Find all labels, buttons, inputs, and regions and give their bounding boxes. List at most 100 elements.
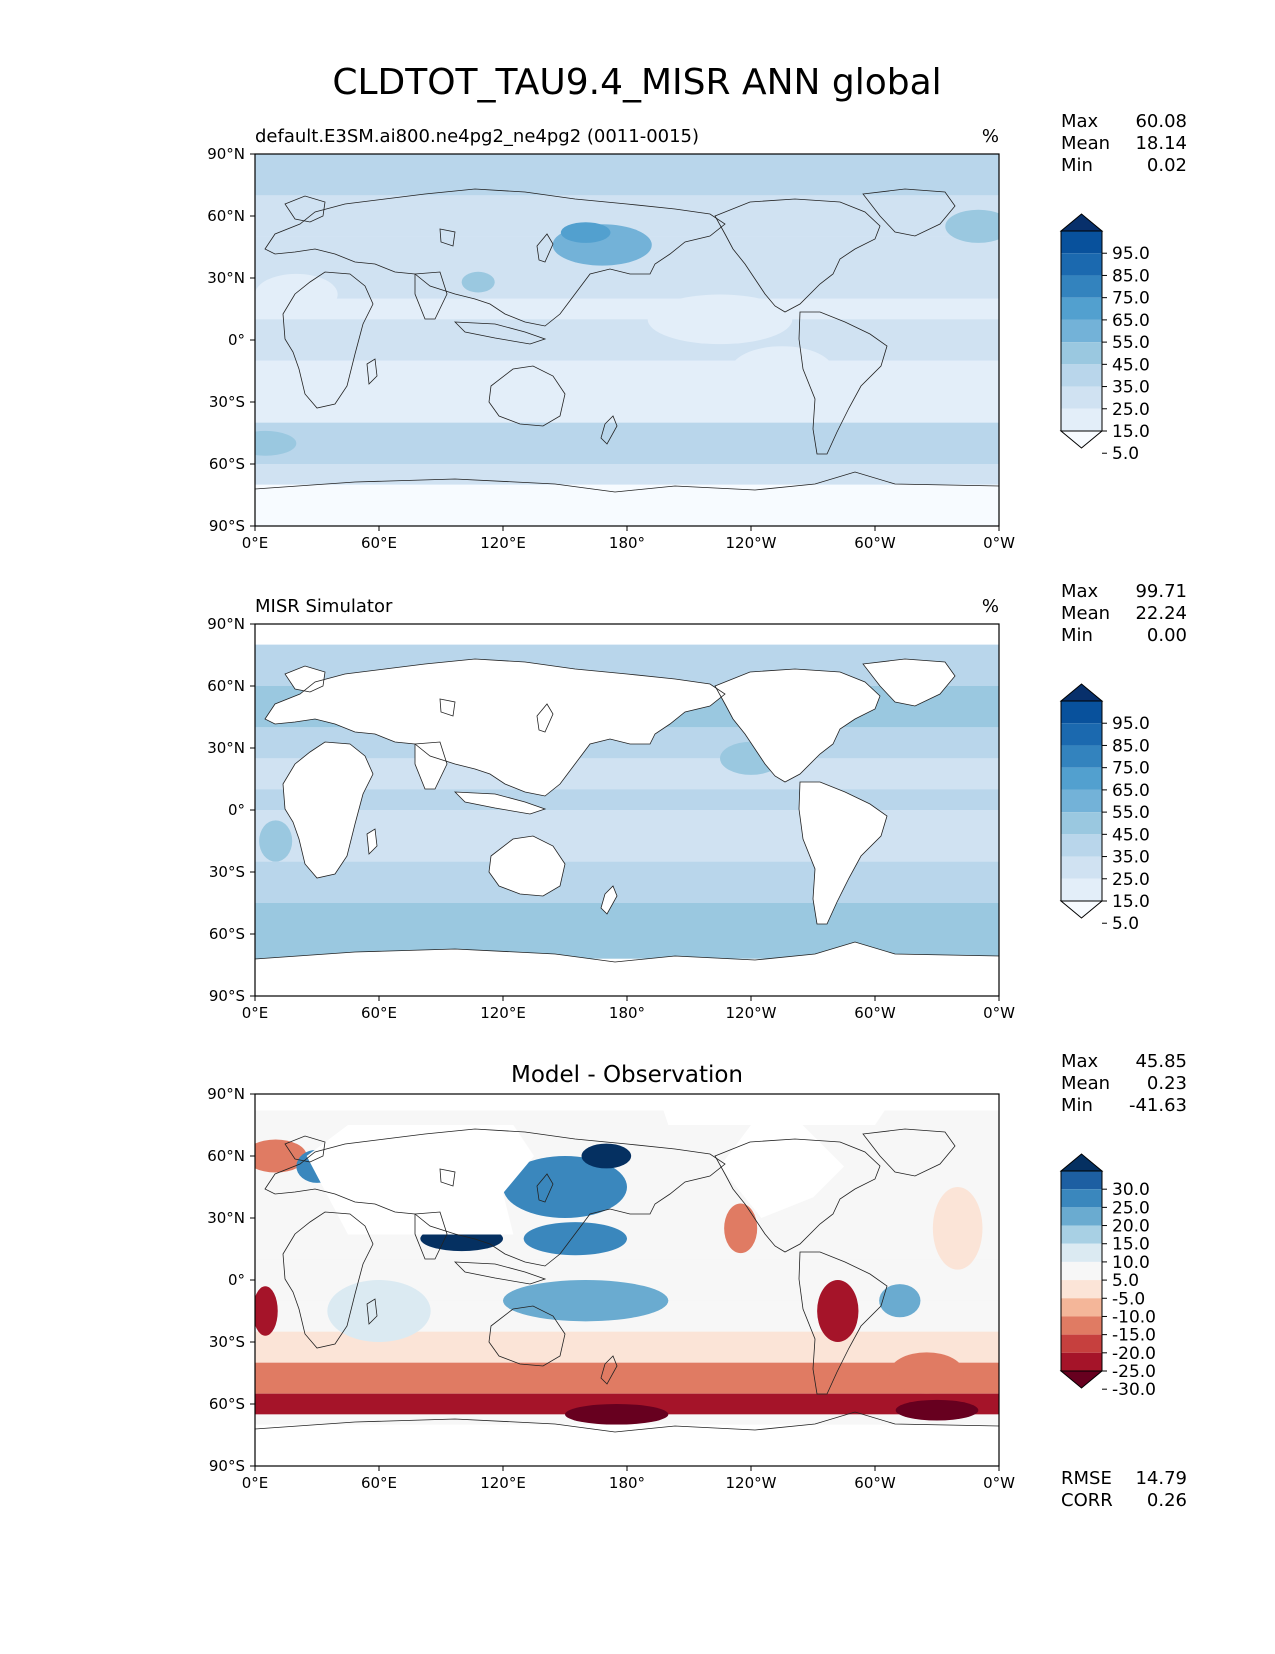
colorbar-extend-top [1059,1153,1104,1172]
field-blob [259,820,293,862]
field-blob [565,1404,669,1425]
colorbar-tick-label: 85.0 [1112,736,1150,756]
colorbar-extend-top [1059,213,1104,232]
lat-tick-label: 0° [228,801,245,819]
field-band [255,195,999,216]
field-blob [255,1286,278,1336]
lon-tick-label: 60°W [854,1004,896,1022]
stat-value: 18.14 [1135,133,1187,154]
map-panel-reference [255,624,999,996]
colorbar-segment [1061,231,1102,254]
lon-tick-label: 120°W [726,1004,777,1022]
field-band [255,422,999,464]
lon-tick-label: 60°W [854,534,896,552]
lat-tick-label: 60°S [209,925,245,943]
colorbar-tick-label: 10.0 [1112,1253,1150,1273]
colorbar-tick-label: -20.0 [1112,1344,1156,1364]
colorbar-segment [1061,745,1102,768]
stat-value: -41.63 [1129,1095,1187,1116]
field-blob [932,1187,983,1270]
colorbar-tick-label: 95.0 [1112,714,1150,734]
field-blob [255,430,297,456]
lat-tick-label: 30°S [209,393,245,411]
lat-tick-label: 60°N [207,1147,245,1165]
colorbar-segment [1061,812,1102,835]
field-blob [895,1399,979,1421]
field-band [255,861,999,903]
colorbar-tick-label: 65.0 [1112,311,1150,331]
stat-value: 0.00 [1147,625,1187,646]
colorbar-segment [1061,1171,1102,1190]
field-blob [255,273,338,316]
panel-units: % [982,126,999,147]
field-blob [503,1280,669,1322]
colorbar-tick-label: -30.0 [1112,1380,1156,1400]
field-blob [647,294,793,345]
lat-tick-label: 0° [228,331,245,349]
field-blob [560,222,611,243]
colorbar-tick-label: 30.0 [1112,1180,1150,1200]
lat-tick-label: 30°S [209,863,245,881]
colorbar-tick-label: 5.0 [1112,444,1139,464]
colorbar-frame [1060,1170,1103,1372]
colorbar-segment [1061,856,1102,879]
lat-tick-label: 90°N [207,615,245,633]
lat-tick-label: 90°N [207,145,245,163]
colorbar-tick-label: 35.0 [1112,848,1150,868]
lon-tick-label: 180° [609,534,645,552]
stat-value: 45.85 [1135,1051,1187,1072]
colorbar-segment [1061,767,1102,790]
lon-tick-label: 0°W [983,1004,1015,1022]
stat-value: 99.71 [1135,581,1187,602]
lat-tick-label: 30°S [209,1333,245,1351]
metric-value: 14.79 [1135,1468,1187,1489]
colorbar-segment [1061,364,1102,387]
colorbar-segment [1061,878,1102,901]
field-blob [817,1280,859,1342]
lon-tick-label: 0°W [983,534,1015,552]
colorbar-tick-label: 65.0 [1112,781,1150,801]
field-band [255,789,999,810]
lon-tick-label: 0°E [242,1004,269,1022]
colorbar-segment [1061,1316,1102,1335]
colorbar-extend-bottom [1059,1370,1104,1389]
stat-label: Mean [1061,1073,1110,1094]
colorbar-tick-label: 5.0 [1112,1271,1139,1291]
lon-tick-label: 60°E [361,1004,397,1022]
lat-tick-label: 60°N [207,207,245,225]
field-blob [327,1280,431,1342]
metric-label: CORR [1061,1490,1113,1511]
lon-tick-label: 120°E [480,1004,526,1022]
stat-label: Min [1061,625,1093,646]
field-blob [945,209,999,243]
figure-title: CLDTOT_TAU9.4_MISR ANN global [332,62,941,103]
colorbar-tick-label: 45.0 [1112,355,1150,375]
field-blob [523,1222,627,1256]
lat-tick-label: 0° [228,1271,245,1289]
panel-title-left: MISR Simulator [255,596,393,617]
lat-tick-label: 60°S [209,1395,245,1413]
stat-value: 0.02 [1147,155,1187,176]
colorbar-tick-label: 55.0 [1112,803,1150,823]
stat-label: Min [1061,155,1093,176]
colorbar-segment [1061,319,1102,343]
colorbar-tick-label: -5.0 [1112,1289,1145,1309]
stat-value: 60.08 [1135,111,1187,132]
colorbar-tick-label: 75.0 [1112,289,1150,309]
colorbar-segment [1061,1243,1102,1262]
colorbar-tick-label: -25.0 [1112,1362,1156,1382]
field-blob [879,1284,921,1318]
field-band [255,758,999,790]
lat-tick-label: 60°S [209,455,245,473]
field-blob [461,271,495,293]
lon-tick-label: 120°E [480,534,526,552]
lon-tick-label: 60°E [361,1474,397,1492]
colorbar-tick-label: 45.0 [1112,825,1150,845]
lat-tick-label: 90°S [209,517,245,535]
lon-tick-label: 120°W [726,534,777,552]
field-blob [889,1352,964,1394]
lon-tick-label: 0°E [242,534,269,552]
colorbar-segment [1061,253,1102,276]
lon-tick-label: 180° [609,1474,645,1492]
lon-tick-label: 180° [609,1004,645,1022]
